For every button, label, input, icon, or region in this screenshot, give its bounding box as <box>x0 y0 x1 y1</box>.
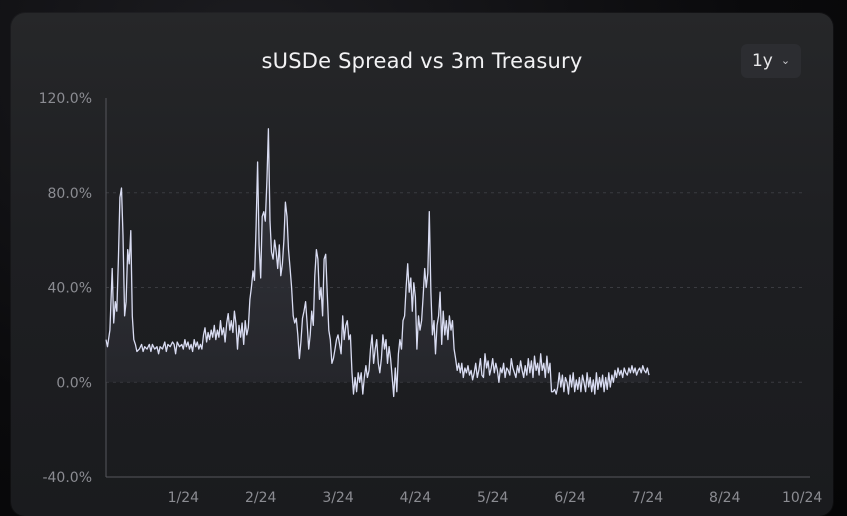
chevron-down-icon: ⌄ <box>780 53 791 67</box>
y-tick-label: 80.0% <box>48 186 92 202</box>
y-tick-label: 40.0% <box>48 281 92 297</box>
x-tick-label: 3/24 <box>322 490 354 506</box>
axes <box>105 98 810 478</box>
x-tick-label: 1/24 <box>168 490 200 506</box>
x-axis-ticks: 1/24 2/24 3/24 4/24 5/24 6/24 7/24 8/24 10/24 <box>168 490 823 506</box>
x-tick-label: 8/24 <box>709 490 741 506</box>
y-tick-label: 120.0% <box>39 91 92 107</box>
time-range-dropdown[interactable]: 1y ⌄ <box>741 44 801 78</box>
x-tick-label: 4/24 <box>400 490 432 506</box>
y-axis-ticks: 120.0% 80.0% 40.0% 0.0% -40.0% <box>39 91 92 486</box>
chart-title: sUSDe Spread vs 3m Treasury <box>261 49 583 73</box>
x-tick-label: 2/24 <box>245 490 277 506</box>
time-range-label: 1y <box>751 51 773 71</box>
chart-card: sUSDe Spread vs 3m Treasury 1y ⌄ <box>11 13 833 516</box>
x-tick-label: 10/24 <box>782 490 822 506</box>
series-path <box>105 128 650 398</box>
y-tick-label: -40.0% <box>42 470 92 486</box>
y-tick-label: 0.0% <box>56 375 92 391</box>
x-tick-label: 7/24 <box>632 490 664 506</box>
series-line <box>105 128 650 398</box>
x-tick-label: 6/24 <box>554 490 586 506</box>
x-tick-label: 5/24 <box>477 490 509 506</box>
